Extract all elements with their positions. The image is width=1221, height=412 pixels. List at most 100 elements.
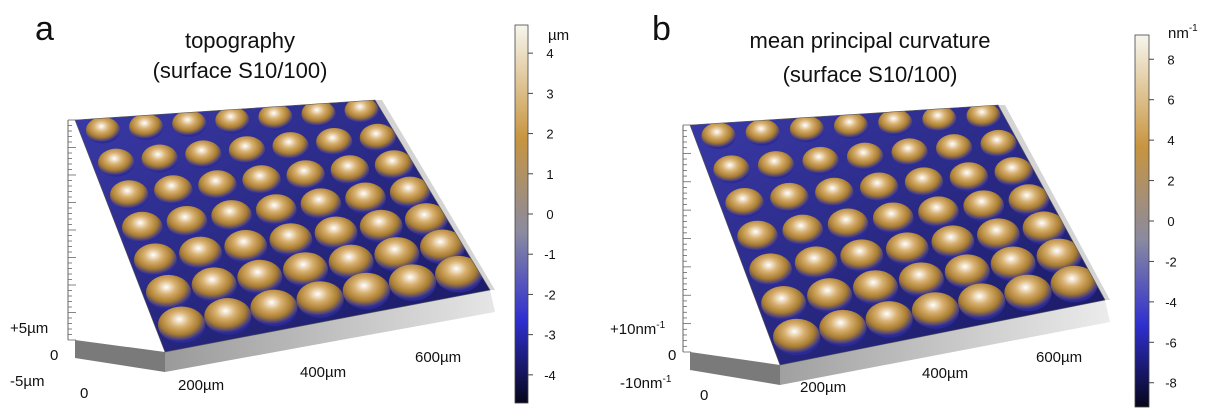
colorbar-tick-label: -1: [544, 247, 556, 262]
colorbar: [514, 24, 529, 404]
surface-bump: [865, 301, 913, 338]
surface-bump: [145, 274, 192, 310]
surface-bump: [872, 202, 914, 234]
surface-bump: [1022, 211, 1066, 245]
surface-front-wall: [690, 352, 780, 385]
surface-bump: [314, 216, 358, 250]
surface-bump: [228, 136, 266, 165]
surface-bump: [330, 155, 370, 185]
surface-bump: [286, 160, 325, 190]
surface-back-wall: [375, 100, 495, 290]
z-axis-bottom-label: -10nm-1: [620, 374, 672, 392]
surface-bump: [944, 254, 990, 290]
surface-bump: [725, 188, 764, 218]
surface-bump: [342, 272, 391, 310]
surface-bump: [859, 172, 899, 203]
surface-bump: [1008, 184, 1050, 216]
surface-bump: [1004, 274, 1052, 312]
surface-bump: [815, 177, 854, 208]
surface-bump: [770, 182, 809, 213]
z-axis-bottom-label: -5µm: [10, 373, 44, 390]
z-axis-mid-label: 0: [668, 347, 676, 364]
surface-bump: [242, 165, 281, 195]
surface-bump: [109, 180, 149, 210]
surface-bump: [949, 162, 989, 192]
surface-bump: [359, 123, 396, 152]
surface-bump: [701, 122, 736, 150]
surface-bump: [833, 112, 869, 140]
surface-bump: [963, 190, 1005, 222]
surface-bump: [191, 267, 237, 303]
surface-bump: [966, 105, 1001, 130]
surface-bump: [807, 278, 853, 313]
colorbar-unit: nm-1: [1168, 23, 1198, 42]
surface-bump: [204, 298, 252, 335]
x-axis-label-0: 0: [80, 385, 88, 402]
surface-bump: [345, 182, 386, 214]
surface-bump: [840, 239, 884, 273]
surface-bump: [172, 110, 207, 137]
colorbar-tick-label: -4: [544, 368, 556, 383]
surface-bump: [133, 243, 177, 277]
surface-bump: [911, 292, 960, 329]
x-axis-label-200: 200µm: [800, 379, 846, 396]
surface-bump: [154, 175, 193, 205]
surface-bump: [141, 144, 178, 173]
colorbar-tick-label: 0: [546, 207, 553, 222]
surface-bump: [300, 188, 342, 220]
surface-bump: [179, 236, 223, 270]
colorbar-tick-label: -8: [1165, 376, 1177, 391]
colorbar-tick-label: 2: [1167, 174, 1174, 189]
colorbar-tick-label: 4: [546, 46, 553, 61]
surface-bump: [328, 244, 374, 280]
surface-bump: [272, 132, 309, 161]
surface-bump: [158, 306, 206, 344]
surface-bump: [846, 142, 884, 171]
surface-bump: [269, 223, 313, 257]
surface-plot: [75, 100, 490, 352]
surface-bump: [898, 262, 944, 298]
surface-bump: [374, 150, 414, 180]
surface-bump: [389, 176, 431, 209]
surface-bump: [121, 211, 163, 244]
surface-bump: [904, 167, 944, 198]
surface-bump: [215, 107, 250, 134]
surface-bump: [794, 246, 838, 280]
panel-a: a topography (surface S10/100) +5µm 0 -5…: [10, 10, 569, 404]
surface-bump: [255, 194, 297, 226]
colorbar: [1134, 34, 1150, 408]
panel-letter: b: [652, 10, 671, 48]
surface-bump: [250, 289, 298, 327]
surface-bump: [935, 134, 973, 163]
surface-bump: [980, 129, 1017, 158]
surface-bump: [819, 309, 867, 347]
surface-bump: [782, 214, 824, 247]
surface-bump: [296, 281, 344, 318]
panel-letter: a: [35, 10, 54, 48]
surface-bump: [198, 170, 237, 200]
surface-front-wall: [75, 340, 165, 372]
surface-bump: [918, 196, 959, 228]
x-axis-label-0: 0: [700, 387, 708, 404]
surface-side-wall: [780, 300, 1110, 385]
surface-bump: [749, 253, 793, 287]
colorbar-tick-label: -2: [544, 287, 556, 302]
colorbar-tick-label: 1: [546, 167, 553, 182]
surface-bump: [404, 203, 448, 237]
surface-bump: [1050, 265, 1098, 303]
colorbar-tick-label: 4: [1167, 133, 1174, 148]
surface-bump: [374, 237, 420, 272]
z-axis-top-label: +10nm-1: [610, 320, 666, 338]
surface-bump: [129, 113, 164, 141]
z-axis-mid-label: 0: [50, 347, 58, 364]
surface-bump: [435, 255, 483, 293]
surface-bump: [827, 208, 869, 240]
surface-bump: [976, 218, 1020, 252]
colorbar-tick-label: -6: [1165, 335, 1177, 350]
surface-plot: [690, 105, 1105, 365]
panel-title-line2: (surface S10/100): [153, 58, 328, 83]
surface-bump: [301, 100, 336, 128]
colorbar-unit: µm: [548, 27, 569, 44]
surface-bump: [85, 117, 121, 144]
surface-bump: [258, 103, 293, 131]
